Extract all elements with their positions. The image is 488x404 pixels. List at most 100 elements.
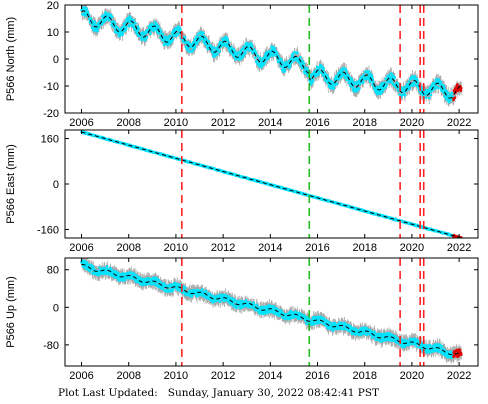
data-point <box>142 31 146 34</box>
data-point <box>396 81 399 85</box>
data-point <box>175 34 178 37</box>
data-point <box>136 29 140 32</box>
data-point <box>195 42 199 45</box>
data-point <box>459 86 463 90</box>
data-point <box>188 50 192 53</box>
data-point <box>351 87 355 90</box>
data-point <box>124 27 128 30</box>
data-point <box>450 91 454 95</box>
data-point <box>186 40 190 44</box>
data-point <box>177 32 180 36</box>
data-point <box>414 76 417 79</box>
data-point <box>179 27 182 31</box>
data-point <box>136 25 139 28</box>
data-point <box>193 45 197 49</box>
data-point <box>171 38 175 41</box>
data-point <box>264 60 267 64</box>
data-point <box>123 23 127 27</box>
x-tick-label: 2014 <box>258 117 282 129</box>
plot-area <box>80 5 463 107</box>
x-tick-label: 2016 <box>305 117 329 129</box>
data-point <box>370 74 374 77</box>
data-point <box>319 64 323 67</box>
data-point <box>281 60 284 64</box>
data-point <box>250 44 254 48</box>
data-point <box>224 42 227 46</box>
panel-east: 2006 2008 2010 2012 2014 2016 2018 2020 2022-160… <box>5 129 479 254</box>
data-point <box>226 37 229 40</box>
data-point <box>378 90 382 93</box>
data-point <box>452 98 455 102</box>
y-tick-label: 10 <box>47 27 59 39</box>
data-point <box>272 54 275 57</box>
data-point <box>401 93 404 97</box>
data-point <box>273 46 276 49</box>
y-tick-label: 0 <box>53 54 59 66</box>
data-point <box>121 33 124 36</box>
data-point <box>446 91 450 95</box>
data-point <box>218 50 222 53</box>
data-point <box>429 93 433 97</box>
data-point <box>172 34 176 37</box>
data-point <box>163 42 167 46</box>
data-point <box>380 82 384 85</box>
y-tick-label: -10 <box>43 81 59 93</box>
data-point <box>221 44 224 47</box>
data-point <box>242 45 246 48</box>
data-point <box>183 36 187 39</box>
data-point <box>253 56 257 59</box>
data-point <box>256 54 260 58</box>
data-point <box>424 96 428 99</box>
data-point <box>186 47 190 51</box>
data-point <box>350 77 353 81</box>
data-point <box>161 32 165 36</box>
y-tick-label: -20 <box>43 108 59 120</box>
data-point <box>170 40 173 44</box>
data-point <box>412 82 416 86</box>
data-point <box>439 80 443 84</box>
data-point <box>262 62 266 66</box>
data-point <box>93 20 97 24</box>
x-tick-label: 2022 <box>447 117 471 129</box>
data-point <box>362 81 365 84</box>
data-point <box>345 70 348 74</box>
data-point <box>326 74 329 77</box>
data-point <box>110 15 114 19</box>
data-point <box>403 93 407 97</box>
x-tick-label: 2006 <box>69 117 93 129</box>
data-point <box>379 92 382 96</box>
data-point <box>302 62 306 65</box>
y-axis-label: P566 North (mm) <box>5 17 17 101</box>
data-point <box>389 78 393 82</box>
data-point <box>442 85 446 89</box>
data-point <box>279 58 283 61</box>
data-point <box>335 82 339 86</box>
x-tick-label: 2012 <box>211 117 235 129</box>
data-point <box>241 55 245 58</box>
data-point <box>97 26 101 29</box>
data-point <box>293 50 297 54</box>
plot-area <box>80 130 463 238</box>
x-tick-label: 2008 <box>116 117 140 129</box>
data-point <box>437 86 440 90</box>
y-tick-label: 20 <box>47 0 59 12</box>
data-point <box>134 21 137 25</box>
data-point <box>390 72 393 76</box>
data-point <box>288 66 291 70</box>
data-point <box>311 79 315 82</box>
data-point <box>211 49 214 52</box>
data-point <box>385 83 389 86</box>
data-point <box>117 27 120 31</box>
data-point <box>244 51 247 55</box>
data-point <box>149 32 152 35</box>
data-point <box>213 46 216 50</box>
data-point <box>85 7 88 10</box>
x-tick-label: 2020 <box>400 117 424 129</box>
data-point <box>380 90 384 94</box>
data-point <box>159 29 163 33</box>
data-points <box>80 130 455 238</box>
data-point <box>333 84 337 87</box>
x-tick-label: 2010 <box>164 117 188 129</box>
data-point <box>447 100 451 104</box>
